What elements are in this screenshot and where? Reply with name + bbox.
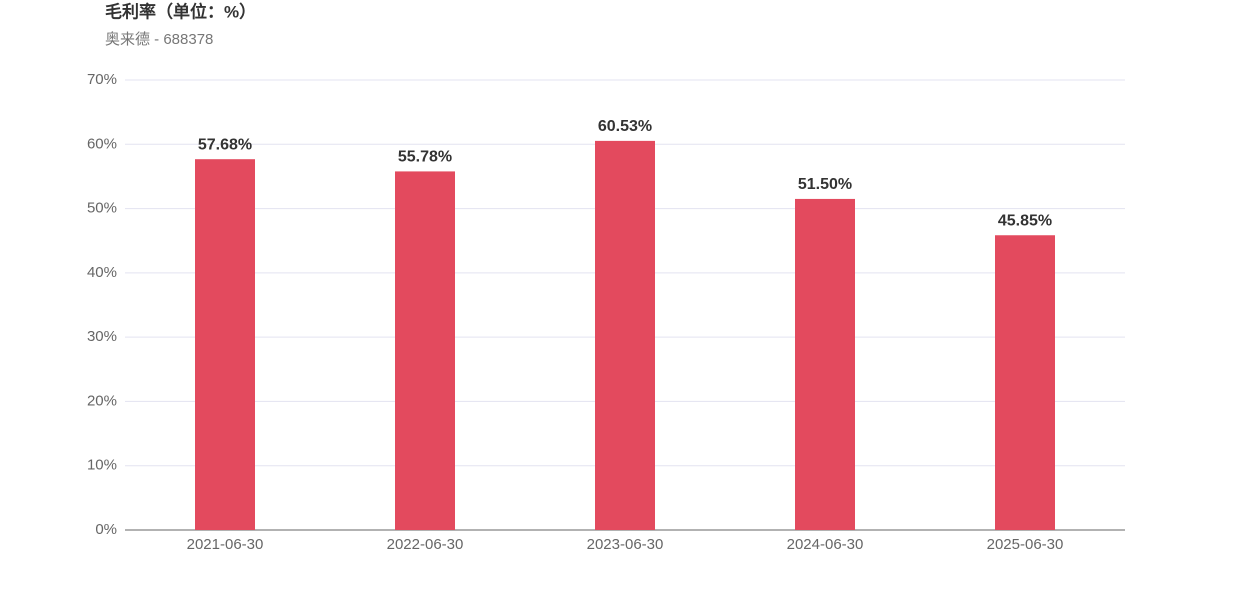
chart-title: 毛利率（单位：%）	[105, 1, 256, 21]
y-tick-label: 30%	[87, 328, 117, 345]
y-tick-label: 40%	[87, 264, 117, 281]
y-tick-label: 20%	[87, 392, 117, 409]
bar	[395, 171, 455, 530]
x-tick-label: 2022-06-30	[387, 536, 464, 553]
y-tick-label: 10%	[87, 457, 117, 474]
y-tick-label: 70%	[87, 71, 117, 88]
x-tick-label: 2025-06-30	[987, 536, 1064, 553]
value-label: 45.85%	[998, 212, 1052, 229]
bar	[595, 140, 655, 530]
value-label: 51.50%	[798, 176, 852, 193]
bar	[995, 235, 1055, 530]
value-label: 57.68%	[198, 136, 252, 153]
bar	[795, 198, 855, 530]
value-label: 60.53%	[598, 118, 652, 135]
y-tick-label: 60%	[87, 135, 117, 152]
chart-subtitle: 奥来德 - 688378	[105, 30, 213, 48]
bar	[195, 159, 255, 530]
x-tick-label: 2023-06-30	[587, 536, 664, 553]
x-tick-label: 2021-06-30	[187, 536, 264, 553]
y-tick-label: 0%	[95, 521, 117, 538]
y-tick-label: 50%	[87, 200, 117, 217]
x-tick-label: 2024-06-30	[787, 536, 864, 553]
value-label: 55.78%	[398, 149, 452, 166]
